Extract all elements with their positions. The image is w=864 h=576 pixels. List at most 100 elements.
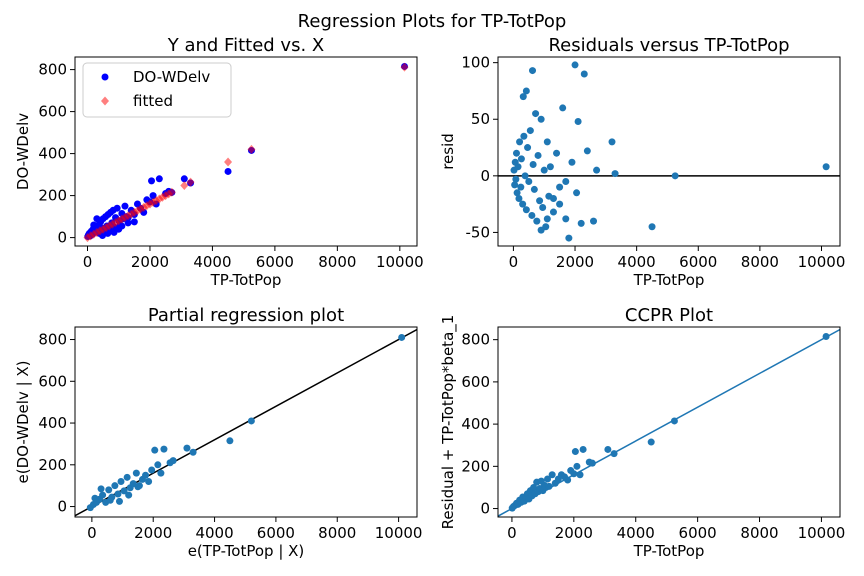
data-point xyxy=(97,485,105,493)
data-point xyxy=(512,175,520,183)
data-point xyxy=(546,163,554,171)
data-point xyxy=(157,469,165,477)
x-tick-label: 6000 xyxy=(679,253,717,271)
data-point xyxy=(114,490,122,498)
data-point xyxy=(120,487,128,495)
data-point xyxy=(525,177,533,185)
subplot-2: 0 2000 4000 6000 8000 10000 -50 0 50 100 Residuals… xyxy=(439,35,845,289)
axes-frame xyxy=(74,56,418,247)
data-point xyxy=(536,197,544,205)
data-point xyxy=(822,163,830,171)
data-point xyxy=(529,67,537,75)
plot-data-layer xyxy=(498,328,840,517)
x-axis-label: e(TP-TotPop | X) xyxy=(188,542,305,560)
data-point xyxy=(571,61,579,69)
data-point xyxy=(513,189,521,197)
y-tick-label: 0 xyxy=(57,229,67,247)
x-tick-label: 8000 xyxy=(318,524,356,542)
data-point xyxy=(529,161,537,169)
subplot-title: CCPR Plot xyxy=(625,305,713,326)
data-point xyxy=(183,444,191,452)
data-point xyxy=(564,476,572,484)
data-point xyxy=(565,234,573,242)
subplot-title: Partial regression plot xyxy=(148,305,344,326)
data-point xyxy=(226,437,234,445)
observed-point xyxy=(224,167,232,175)
observed-point xyxy=(121,202,129,210)
data-point xyxy=(611,170,619,178)
legend-label: fitted xyxy=(133,92,173,110)
fitted-point xyxy=(186,177,195,187)
data-point xyxy=(588,459,596,467)
figure-suptitle: Regression Plots for TP-TotPop xyxy=(298,11,567,32)
data-point xyxy=(610,450,618,458)
plot-data-layer xyxy=(498,61,840,242)
data-point xyxy=(522,206,530,214)
data-point xyxy=(160,445,168,453)
data-point xyxy=(580,70,588,78)
y-axis-label: Residual + TP-TotPop*beta_1 xyxy=(439,315,458,530)
x-axis-label: TP-TotPop xyxy=(633,271,705,289)
y-tick-label: 600 xyxy=(461,373,490,391)
y-tick-label: 200 xyxy=(38,187,67,205)
x-tick-label: 8000 xyxy=(741,253,779,271)
data-point xyxy=(537,226,545,234)
data-point xyxy=(540,166,548,174)
data-point xyxy=(105,486,113,494)
y-tick-label: 800 xyxy=(38,61,67,79)
y-tick-label: -50 xyxy=(466,223,491,241)
data-point xyxy=(577,219,585,227)
data-point xyxy=(91,494,99,502)
data-point xyxy=(125,491,133,499)
x-tick-label: 2000 xyxy=(131,253,169,271)
x-axis-label: TP-TotPop xyxy=(210,271,282,289)
x-tick-label: 10000 xyxy=(798,524,846,542)
legend-marker-fitted xyxy=(101,96,109,106)
data-point xyxy=(517,155,525,163)
data-point xyxy=(145,478,153,486)
data-point xyxy=(123,473,131,481)
data-point xyxy=(534,151,542,159)
observed-point xyxy=(148,177,156,185)
y-tick-label: 0 xyxy=(57,498,67,516)
data-point xyxy=(533,217,541,225)
data-point xyxy=(608,138,616,146)
data-point xyxy=(570,470,578,478)
data-point xyxy=(520,132,528,140)
y-axis-label: resid xyxy=(439,133,457,170)
x-tick-label: 0 xyxy=(87,524,97,542)
subplot-1: 0 2000 4000 6000 8000 10000 0 200 400 600 800 Y and… xyxy=(14,35,424,289)
data-point xyxy=(822,333,830,340)
data-point xyxy=(512,149,520,157)
observed-point xyxy=(180,175,188,183)
data-point xyxy=(576,471,584,479)
y-tick-label: 0 xyxy=(480,167,490,185)
data-point xyxy=(521,172,529,180)
x-tick-label: 8000 xyxy=(740,524,778,542)
data-point xyxy=(544,475,552,483)
fitted-point xyxy=(167,187,176,197)
data-point xyxy=(517,183,525,191)
x-tick-label: 2000 xyxy=(555,524,593,542)
data-point xyxy=(559,104,567,112)
legend: DO-WDelv fitted xyxy=(82,62,232,118)
data-point xyxy=(549,208,557,216)
data-point xyxy=(519,93,527,101)
data-point xyxy=(142,471,150,479)
y-tick-label: 50 xyxy=(471,110,490,128)
fitted-point xyxy=(400,62,409,72)
x-tick-label: 4000 xyxy=(617,524,655,542)
x-tick-label: 2000 xyxy=(134,524,172,542)
data-point xyxy=(579,445,587,453)
data-point xyxy=(514,163,522,171)
data-point xyxy=(593,166,601,174)
observed-point xyxy=(113,204,121,212)
x-tick-label: 0 xyxy=(507,524,517,542)
plot-data-layer xyxy=(75,328,417,517)
data-point xyxy=(553,149,561,157)
data-point xyxy=(111,482,119,490)
data-point xyxy=(530,185,538,193)
x-tick-label: 6000 xyxy=(679,524,717,542)
data-point xyxy=(189,448,197,456)
data-point xyxy=(522,87,530,95)
